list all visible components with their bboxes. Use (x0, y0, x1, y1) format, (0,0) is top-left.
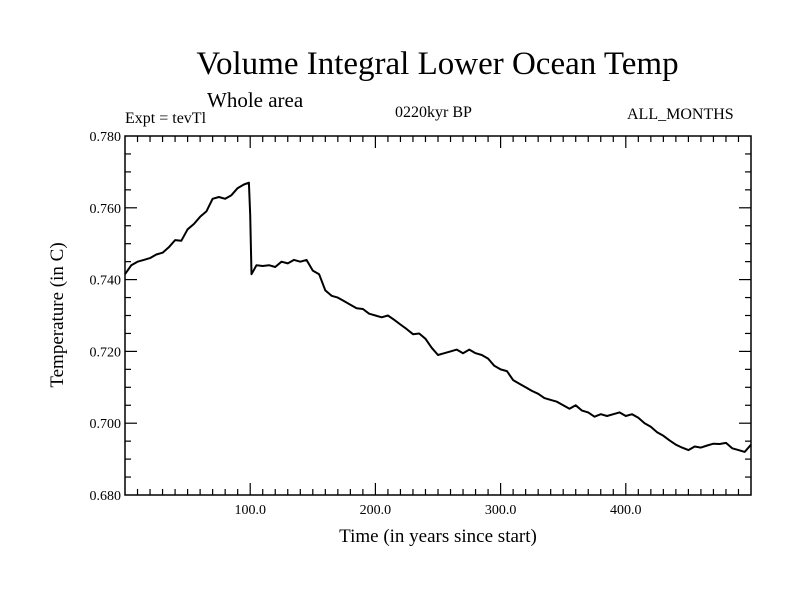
y-tick-label: 0.680 (90, 489, 122, 504)
plot-frame (124, 135, 752, 496)
experiment-label: Expt = tevTl (125, 110, 207, 127)
y-tick-label: 0.740 (90, 274, 122, 289)
chart-title: Volume Integral Lower Ocean Temp (196, 46, 679, 82)
chart-subtitle: Whole area (207, 88, 304, 112)
x-axis-label: Time (in years since start) (339, 526, 537, 547)
y-tick-label: 0.700 (90, 417, 122, 432)
y-tick-label: 0.760 (90, 202, 122, 217)
x-tick-label: 200.0 (360, 503, 392, 518)
x-tick-label: 100.0 (234, 503, 266, 518)
x-tick-label: 400.0 (610, 503, 642, 518)
y-tick-label: 0.720 (90, 345, 122, 360)
y-axis-label: Temperature (in C) (47, 242, 68, 387)
period-label: 0220kyr BP (395, 104, 472, 121)
months-label: ALL_MONTHS (627, 106, 734, 123)
x-tick-label: 300.0 (485, 503, 517, 518)
series-line (124, 181, 752, 453)
y-tick-label: 0.780 (90, 130, 122, 145)
